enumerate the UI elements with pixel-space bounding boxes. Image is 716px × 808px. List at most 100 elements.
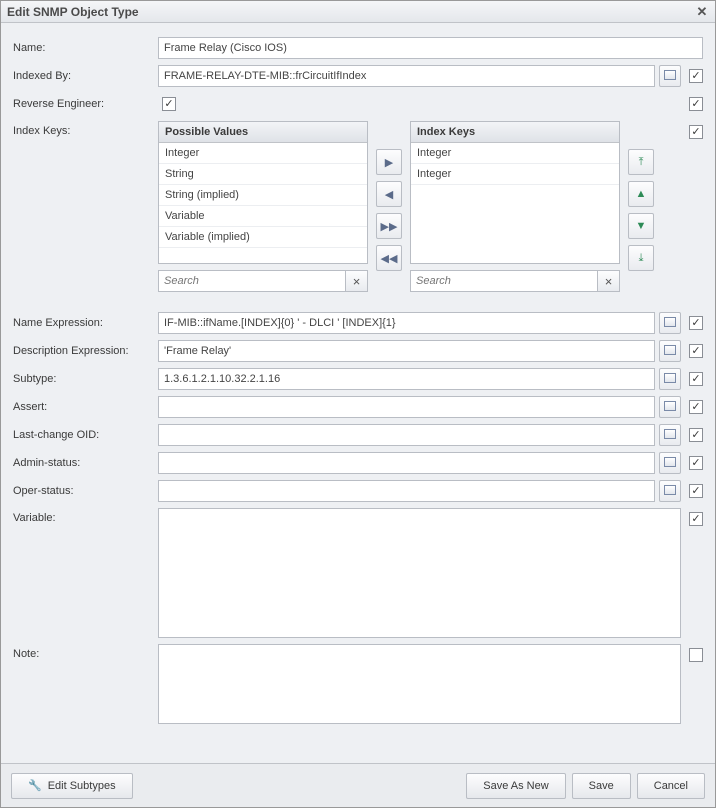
row-index-keys: Index Keys: Possible Values Integer Stri… [13,121,703,292]
move-all-right-button[interactable]: ▶▶ [376,213,402,239]
subtype-picker-button[interactable] [659,368,681,390]
label-indexed-by: Indexed By: [13,70,158,82]
list-item[interactable]: Integer [411,143,619,164]
picker-icon [664,345,676,357]
reorder-column: ⤒ ▲ ▼ ⤓ [628,149,654,271]
titlebar: Edit SNMP Object Type ✕ [1,1,715,23]
move-up-button[interactable]: ▲ [628,181,654,207]
list-item[interactable]: Integer [411,164,619,185]
note-textarea[interactable] [158,644,681,724]
assert-checkbox[interactable] [689,400,703,414]
move-down-button[interactable]: ▼ [628,213,654,239]
list-item[interactable]: Integer [159,143,367,164]
index-keys-section: Possible Values Integer String String (i… [158,121,681,292]
possible-values-search-row: × [158,270,368,292]
list-item[interactable]: Variable [159,206,367,227]
possible-values-header: Possible Values [159,122,367,143]
row-indexed-by: Indexed By: [13,65,703,87]
cancel-button[interactable]: Cancel [637,773,705,799]
index-keys-right-checkbox[interactable] [689,125,703,139]
desc-expression-input[interactable] [158,340,655,362]
picker-icon [664,401,676,413]
row-desc-expression: Description Expression: [13,340,703,362]
admin-status-picker-button[interactable] [659,452,681,474]
possible-values-search-input[interactable] [158,270,346,292]
name-expression-input[interactable] [158,312,655,334]
label-name: Name: [13,42,158,54]
save-button[interactable]: Save [572,773,631,799]
label-admin-status: Admin-status: [13,457,158,469]
move-left-button[interactable]: ◀ [376,181,402,207]
row-assert: Assert: [13,396,703,418]
row-name: Name: [13,37,703,59]
picker-icon [664,70,676,82]
label-last-change: Last-change OID: [13,429,158,441]
index-keys-column: Index Keys Integer Integer × [410,121,620,292]
subtype-checkbox[interactable] [689,372,703,386]
index-keys-items: Integer Integer [411,143,619,263]
index-keys-header: Index Keys [411,122,619,143]
reverse-engineer-right-checkbox[interactable] [689,97,703,111]
picker-icon [664,373,676,385]
move-bottom-button[interactable]: ⤓ [628,245,654,271]
move-all-left-button[interactable]: ◀◀ [376,245,402,271]
last-change-checkbox[interactable] [689,428,703,442]
row-admin-status: Admin-status: [13,452,703,474]
row-reverse-engineer: Reverse Engineer: [13,93,703,115]
last-change-input[interactable] [158,424,655,446]
wrench-icon [28,779,42,792]
label-name-expression: Name Expression: [13,317,158,329]
picker-icon [664,485,676,497]
list-item[interactable]: String [159,164,367,185]
assert-picker-button[interactable] [659,396,681,418]
index-keys-listbox: Index Keys Integer Integer [410,121,620,264]
move-right-button[interactable]: ▶ [376,149,402,175]
save-as-new-button[interactable]: Save As New [466,773,565,799]
assert-input[interactable] [158,396,655,418]
row-name-expression: Name Expression: [13,312,703,334]
clear-search-icon[interactable]: × [598,270,620,292]
dialog-content: Name: Indexed By: Reverse Engineer: [1,23,715,763]
name-expression-picker-button[interactable] [659,312,681,334]
desc-expression-picker-button[interactable] [659,340,681,362]
index-keys-search-input[interactable] [410,270,598,292]
edit-subtypes-button[interactable]: Edit Subtypes [11,773,133,799]
indexed-by-picker-button[interactable] [659,65,681,87]
indexed-by-checkbox[interactable] [689,69,703,83]
possible-values-items: Integer String String (implied) Variable… [159,143,367,263]
list-item[interactable]: Variable (implied) [159,227,367,248]
note-checkbox[interactable] [689,648,703,662]
subtype-input[interactable] [158,368,655,390]
index-keys-search-row: × [410,270,620,292]
admin-status-input[interactable] [158,452,655,474]
move-top-button[interactable]: ⤒ [628,149,654,175]
row-last-change: Last-change OID: [13,424,703,446]
list-item[interactable]: String (implied) [159,185,367,206]
name-expression-checkbox[interactable] [689,316,703,330]
label-desc-expression: Description Expression: [13,345,158,357]
oper-status-picker-button[interactable] [659,480,681,502]
admin-status-checkbox[interactable] [689,456,703,470]
desc-expression-checkbox[interactable] [689,344,703,358]
last-change-picker-button[interactable] [659,424,681,446]
label-variable: Variable: [13,508,158,524]
footer: Edit Subtypes Save As New Save Cancel [1,763,715,807]
oper-status-checkbox[interactable] [689,484,703,498]
oper-status-input[interactable] [158,480,655,502]
picker-icon [664,429,676,441]
edit-subtypes-label: Edit Subtypes [48,780,116,792]
dialog-title: Edit SNMP Object Type [7,5,139,19]
reverse-engineer-checkbox[interactable] [162,97,176,111]
dialog: Edit SNMP Object Type ✕ Name: Indexed By… [0,0,716,808]
variable-checkbox[interactable] [689,512,703,526]
close-icon[interactable]: ✕ [695,5,709,19]
name-input[interactable] [158,37,703,59]
label-oper-status: Oper-status: [13,485,158,497]
variable-textarea[interactable] [158,508,681,638]
picker-icon [664,457,676,469]
clear-search-icon[interactable]: × [346,270,368,292]
row-variable: Variable: [13,508,703,638]
row-oper-status: Oper-status: [13,480,703,502]
possible-values-listbox: Possible Values Integer String String (i… [158,121,368,264]
indexed-by-input[interactable] [158,65,655,87]
